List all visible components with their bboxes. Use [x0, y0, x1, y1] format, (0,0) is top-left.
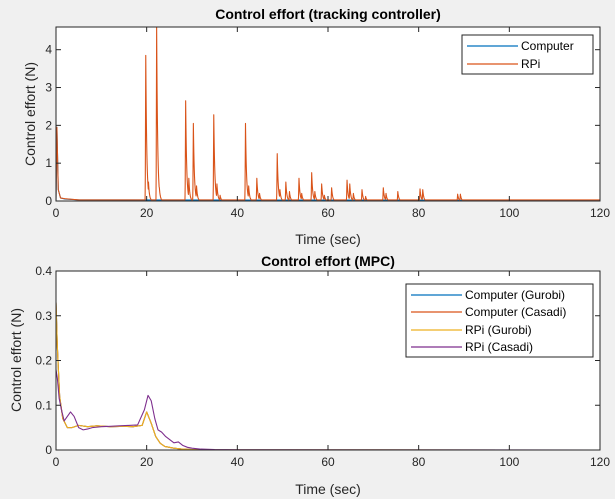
- y-tick-label: 0.1: [35, 398, 52, 412]
- y-tick-label: 0.2: [35, 354, 52, 368]
- y-tick-label: 4: [45, 43, 52, 57]
- legend-box: [461, 34, 594, 75]
- chart-title: Control effort (MPC): [261, 253, 395, 269]
- x-tick-label: 120: [590, 455, 610, 469]
- legend-entry-computer-gurobi: Computer (Gurobi): [465, 288, 565, 302]
- chart-title: Control effort (tracking controller): [215, 6, 441, 22]
- y-tick-label: 0: [45, 194, 52, 208]
- legend-entry-rpi-gurobi: RPi (Gurobi): [465, 323, 532, 337]
- y-tick-label: 3: [45, 81, 52, 95]
- x-axis-label: Time (sec): [295, 481, 361, 497]
- axes-layer: 0 20 40 60 80 100 120 0 1 2 3 4: [45, 26, 610, 220]
- y-tick-label: 0.3: [35, 309, 52, 323]
- legend: Computer RPi: [461, 34, 594, 75]
- legend-entry-rpi-casadi: RPi (Casadi): [465, 340, 533, 354]
- series-line-3: [56, 369, 600, 450]
- y-tick-label: 0: [45, 443, 52, 457]
- x-tick-label: 80: [412, 206, 426, 220]
- x-tick-label: 0: [53, 206, 60, 220]
- x-tick-label: 120: [590, 206, 610, 220]
- x-tick-label: 40: [231, 455, 245, 469]
- x-tick-label: 60: [321, 455, 335, 469]
- y-axis-label: Control effort (N): [8, 308, 24, 412]
- axes-layer: 0 20 40 60 80 100 120 0 0.1 0.2 0.3 0.4: [35, 264, 610, 469]
- x-tick-label: 100: [499, 455, 519, 469]
- x-tick-label: 100: [499, 206, 519, 220]
- y-axis-label: Control effort (N): [22, 62, 38, 166]
- y-tick-label: 0.4: [35, 264, 52, 278]
- x-tick-label: 20: [140, 455, 154, 469]
- x-tick-label: 0: [53, 455, 60, 469]
- legend: Computer (Gurobi) Computer (Casadi) RPi …: [405, 283, 594, 358]
- x-tick-label: 40: [231, 206, 245, 220]
- y-tick-label: 1: [45, 156, 52, 170]
- x-tick-label: 80: [412, 455, 426, 469]
- legend-entry-computer-casadi: Computer (Casadi): [465, 305, 566, 319]
- x-tick-label: 60: [321, 206, 335, 220]
- x-tick-label: 20: [140, 206, 154, 220]
- y-tick-label: 2: [45, 118, 52, 132]
- x-axis-label: Time (sec): [295, 231, 361, 247]
- tracking-controller-chart: 0 20 40 60 80 100 120 0 1 2 3 4 Control effort (tra…: [22, 6, 610, 247]
- legend-box: [405, 283, 594, 358]
- legend-entry-rpi: RPi: [521, 57, 540, 71]
- legend-entry-computer: Computer: [521, 39, 574, 53]
- mpc-chart: 0 20 40 60 80 100 120 0 0.1 0.2 0.3 0.4 Control eff…: [8, 253, 610, 497]
